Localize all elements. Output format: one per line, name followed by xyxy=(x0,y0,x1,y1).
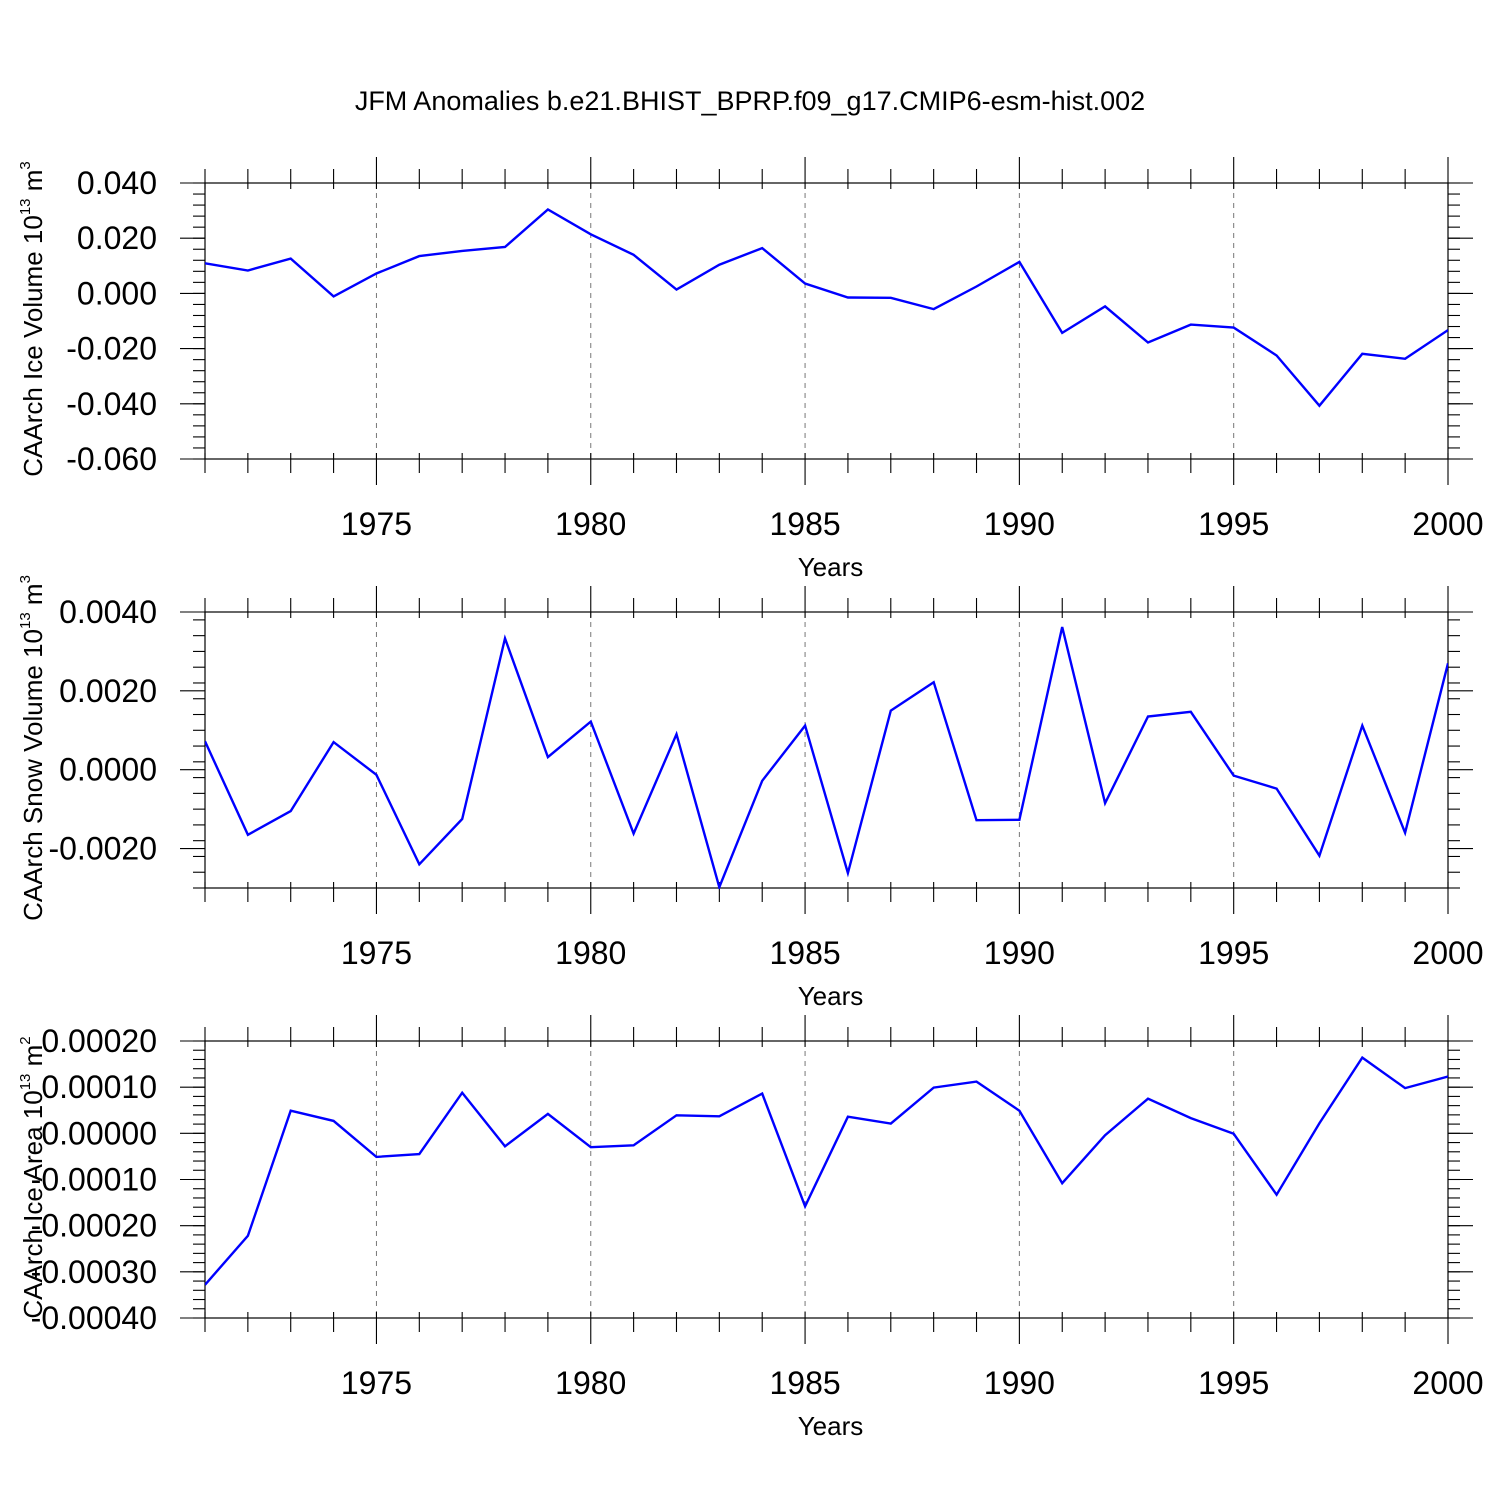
x-tick-label-1985: 1985 xyxy=(769,935,840,971)
plot-frame xyxy=(204,182,1449,460)
x-tick-label-1975: 1975 xyxy=(341,935,412,971)
x-tick-label-2000: 2000 xyxy=(1412,935,1483,971)
x-tick-label-1985: 1985 xyxy=(769,1365,840,1401)
y-tick-label: 0.0040 xyxy=(59,594,157,630)
plot-frame xyxy=(204,611,1449,889)
x-tick-label-2000: 2000 xyxy=(1412,1365,1483,1401)
x-tick-label-1995: 1995 xyxy=(1198,1365,1269,1401)
x-tick-label-1985: 1985 xyxy=(769,506,840,542)
x-tick-label-1995: 1995 xyxy=(1198,935,1269,971)
y-axis-title: CAArch Ice Volume 1013 m3 xyxy=(17,161,48,477)
panel-3: 1975 1980 1985 1990 1995 2000 -0.00040 -0.00030… xyxy=(17,1015,1484,1441)
y-tick-label: -0.0020 xyxy=(48,831,157,867)
y-tick-label: -0.00030 xyxy=(31,1254,157,1290)
y-axis-title: CAArch Snow Volume 1013 m3 xyxy=(17,575,48,921)
x-tick-label-1990: 1990 xyxy=(984,935,1055,971)
y-tick-label: -0.00020 xyxy=(31,1208,157,1244)
x-tick-label-1990: 1990 xyxy=(984,506,1055,542)
series-line xyxy=(205,626,1448,889)
panel-1: 1975 1980 1985 1990 1995 2000 -0.060 -0.040 -0.0… xyxy=(17,157,1484,582)
x-axis-title: Years xyxy=(798,981,864,1011)
y-tick-label: 0.020 xyxy=(77,220,157,256)
x-tick-label-1980: 1980 xyxy=(555,1365,626,1401)
y-tick-label: -0.00010 xyxy=(31,1162,157,1198)
x-tick-label-1980: 1980 xyxy=(555,935,626,971)
x-tick-label-1995: 1995 xyxy=(1198,506,1269,542)
panel-2: 1975 1980 1985 1990 1995 2000 -0.0020 0.0000 0.0… xyxy=(17,575,1484,1011)
y-tick-label: 0.00020 xyxy=(41,1023,157,1059)
x-tick-label-1975: 1975 xyxy=(341,1365,412,1401)
y-tick-label: -0.020 xyxy=(66,331,157,367)
y-tick-label: 0.000 xyxy=(77,275,157,311)
y-tick-label: -0.040 xyxy=(66,386,157,422)
y-tick-label: 0.0000 xyxy=(59,752,157,788)
panels-group: 1975 1980 1985 1990 1995 2000 -0.060 -0.040 -0.0… xyxy=(17,157,1484,1441)
y-tick-label: -0.00040 xyxy=(31,1300,157,1336)
x-tick-label-1980: 1980 xyxy=(555,506,626,542)
series-line xyxy=(205,1055,1448,1286)
x-tick-label-1990: 1990 xyxy=(984,1365,1055,1401)
chart-title: JFM Anomalies b.e21.BHIST_BPRP.f09_g17.C… xyxy=(355,86,1145,116)
x-axis-title: Years xyxy=(798,1411,864,1441)
y-tick-label: 0.040 xyxy=(77,165,157,201)
y-tick-label: 0.00000 xyxy=(41,1115,157,1151)
y-tick-label: 0.00010 xyxy=(41,1069,157,1105)
series-line xyxy=(205,208,1448,408)
x-tick-label-2000: 2000 xyxy=(1412,506,1483,542)
x-axis-title: Years xyxy=(798,552,864,582)
y-tick-label: -0.060 xyxy=(66,441,157,477)
y-tick-label: 0.0020 xyxy=(59,673,157,709)
y-axis-title: CAArch Ice Area 1013 m2 xyxy=(17,1036,48,1318)
plot-frame xyxy=(204,1040,1449,1319)
x-tick-label-1975: 1975 xyxy=(341,506,412,542)
